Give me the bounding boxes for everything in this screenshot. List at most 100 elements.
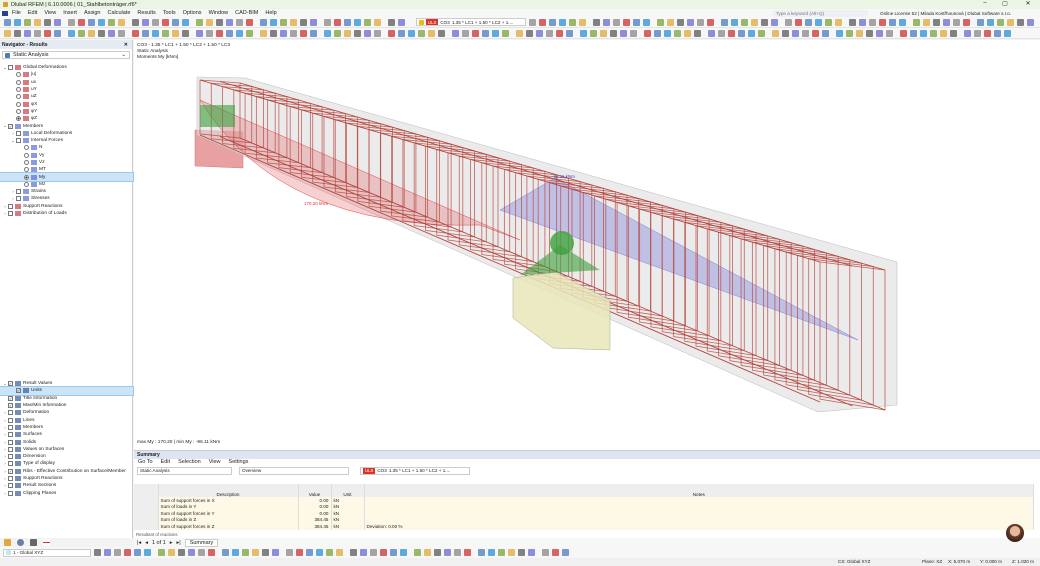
toolbar-tool-icon[interactable] [232, 549, 239, 556]
radio-button[interactable] [16, 108, 21, 114]
toolbar-tool-icon[interactable] [899, 18, 906, 26]
toolbar-tool-icon[interactable] [152, 29, 159, 37]
toolbar-tool-icon[interactable] [974, 29, 981, 37]
toolbar-tool-icon[interactable] [334, 29, 341, 37]
tree-item[interactable]: › Support Reactions [0, 475, 133, 482]
toolbar-tool-icon[interactable] [708, 29, 715, 37]
toolbar-tool-icon[interactable] [559, 18, 566, 26]
toolbar-tool-icon[interactable] [539, 18, 546, 26]
tree-item[interactable]: › Values on Surfaces [0, 446, 133, 453]
toolbar-tool-icon[interactable] [802, 29, 809, 37]
toolbar-tool-icon[interactable] [707, 18, 714, 26]
toolbar-tool-icon[interactable] [556, 29, 563, 37]
toolbar-tool-icon[interactable] [812, 29, 819, 37]
tree-item[interactable]: Mz [0, 181, 133, 188]
toolbar-tool-icon[interactable] [910, 29, 917, 37]
toolbar-tool-icon[interactable] [206, 29, 213, 37]
checkbox[interactable] [8, 410, 13, 416]
toolbar-tool-icon[interactable] [142, 18, 149, 26]
checkbox[interactable] [8, 483, 13, 489]
checkbox[interactable] [8, 454, 13, 460]
toolbar-tool-icon[interactable] [795, 18, 802, 26]
toolbar-tool-icon[interactable] [344, 18, 351, 26]
toolbar-tool-icon[interactable] [290, 29, 297, 37]
checkbox[interactable] [8, 203, 13, 209]
tab-summary[interactable]: Summary [184, 538, 219, 547]
toolbar-tool-icon[interactable] [260, 29, 267, 37]
summary-menu-settings[interactable]: Settings [228, 459, 249, 465]
checkbox[interactable] [8, 211, 13, 217]
menu-results[interactable]: Results [137, 10, 156, 16]
toolbar-tool-icon[interactable] [370, 549, 377, 556]
toolbar-tool-icon[interactable] [364, 18, 371, 26]
tree-item[interactable]: › Stresses [0, 195, 133, 202]
toolbar-tool-icon[interactable] [398, 18, 405, 26]
toolbar-tool-icon[interactable] [859, 18, 866, 26]
toolbar-tool-icon[interactable] [472, 29, 479, 37]
analysis-select[interactable]: Static Analysis ⌄ [2, 51, 130, 59]
toolbar-tool-icon[interactable] [805, 18, 812, 26]
toolbar-tool-icon[interactable] [114, 549, 121, 556]
toolbar-tool-icon[interactable] [1027, 18, 1034, 26]
tree-item[interactable]: φY [0, 108, 133, 115]
toolbar-tool-icon[interactable] [964, 29, 971, 37]
close-icon[interactable]: ✕ [123, 41, 128, 48]
toolbar-tool-icon[interactable] [866, 29, 873, 37]
toolbar-tool-icon[interactable] [502, 29, 509, 37]
toolbar-tool-icon[interactable] [222, 549, 229, 556]
chevron-right-icon[interactable]: › [4, 490, 6, 496]
toolbar-tool-icon[interactable] [785, 18, 792, 26]
summary-combination-select[interactable]: ULS CO3 1.35 * LC1 + 1.50 * LC2 + 1.... [360, 466, 470, 475]
menu-help[interactable]: Help [265, 10, 277, 16]
toolbar-tool-icon[interactable] [54, 29, 61, 37]
tree-item[interactable]: › Clipping Planes [0, 489, 133, 496]
toolbar-tool-icon[interactable] [687, 18, 694, 26]
toolbar-tool-icon[interactable] [718, 29, 725, 37]
toolbar-tool-icon[interactable] [684, 29, 691, 37]
maximize-button[interactable]: ▢ [1002, 1, 1008, 7]
toolbar-tool-icon[interactable] [950, 29, 957, 37]
toolbar-tool-icon[interactable] [526, 29, 533, 37]
menu-file[interactable]: File [12, 10, 21, 16]
tree-item[interactable]: › ✓ Ribs - Effective Contribution on Surfa… [0, 468, 133, 475]
checkbox[interactable]: ✓ [8, 381, 13, 387]
toolbar-tool-icon[interactable] [438, 29, 445, 37]
radio-button[interactable] [24, 152, 29, 158]
tree-item[interactable]: › Lines [0, 416, 133, 423]
toolbar-tool-icon[interactable] [142, 29, 149, 37]
tree-item[interactable]: › Distribution of Loads [0, 210, 133, 217]
toolbar-tool-icon[interactable] [667, 18, 674, 26]
toolbar-tool-icon[interactable] [246, 29, 253, 37]
tree-item[interactable]: My [0, 172, 134, 182]
radio-button[interactable] [16, 79, 21, 85]
toolbar-tool-icon[interactable] [94, 549, 101, 556]
toolbar-tool-icon[interactable] [728, 29, 735, 37]
toolbar-tool-icon[interactable] [68, 29, 75, 37]
toolbar-tool-icon[interactable] [272, 549, 279, 556]
checkbox[interactable] [8, 461, 13, 467]
toolbar-tool-icon[interactable] [508, 549, 515, 556]
toolbar-tool-icon[interactable] [208, 549, 215, 556]
toolbar-tool-icon[interactable] [825, 18, 832, 26]
chevron-right-icon[interactable]: › [12, 196, 14, 202]
toolbar-tool-icon[interactable] [518, 549, 525, 556]
close-button[interactable]: ✕ [1025, 1, 1031, 7]
toolbar-tool-icon[interactable] [198, 549, 205, 556]
toolbar-tool-icon[interactable] [889, 18, 896, 26]
chevron-right-icon[interactable]: › [4, 439, 6, 445]
toolbar-tool-icon[interactable] [242, 549, 249, 556]
tree-item[interactable]: › Local Deformations [0, 130, 133, 137]
toolbar-tool-icon[interactable] [920, 29, 927, 37]
radio-button[interactable] [16, 116, 21, 122]
toolbar-tool-icon[interactable] [418, 29, 425, 37]
menu-edit[interactable]: Edit [27, 10, 38, 16]
menu-tools[interactable]: Tools [162, 10, 176, 16]
toolbar-tool-icon[interactable] [697, 18, 704, 26]
toolbar-tool-icon[interactable] [34, 18, 41, 26]
toolbar-tool-icon[interactable] [758, 29, 765, 37]
toolbar-tool-icon[interactable] [849, 18, 856, 26]
toolbar-tool-icon[interactable] [984, 29, 991, 37]
toolbar-tool-icon[interactable] [761, 18, 768, 26]
toolbar-tool-icon[interactable] [300, 18, 307, 26]
coordinate-system-select[interactable]: 1 - Global XYZ [3, 548, 91, 557]
